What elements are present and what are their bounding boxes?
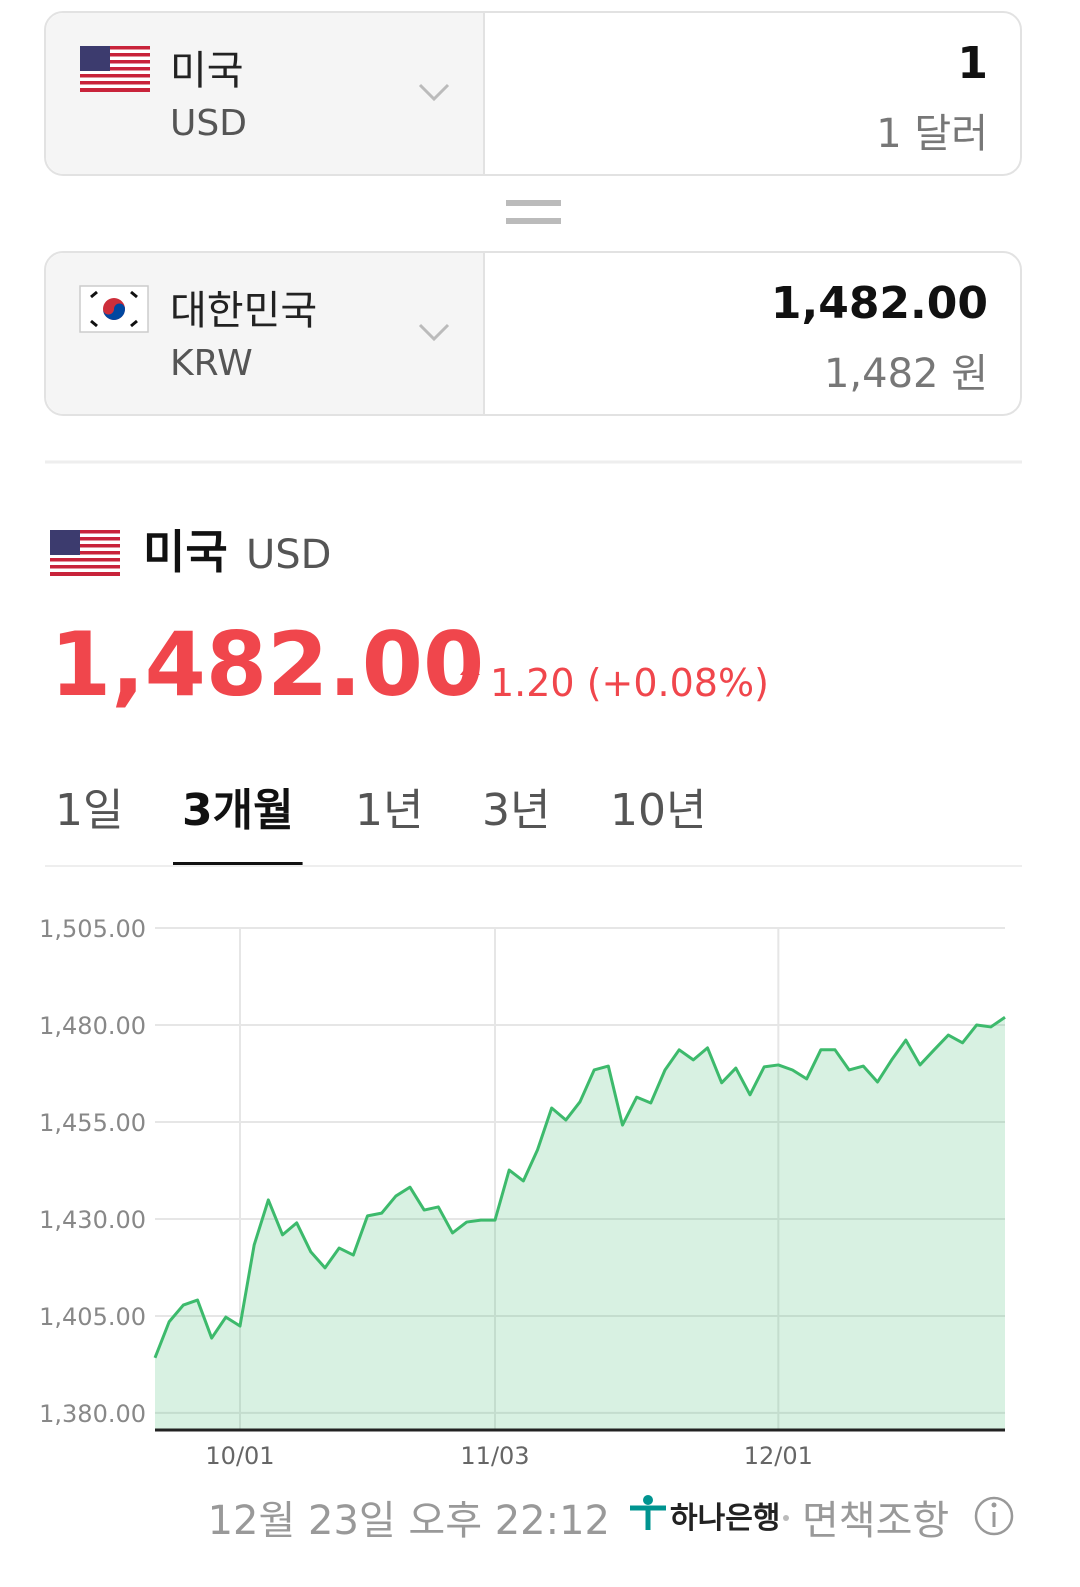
timestamp: 12월 23일 오후 22:12 (208, 1498, 610, 1544)
x-tick-label: 10/01 (205, 1442, 274, 1470)
equals-sign (506, 200, 561, 206)
active-tab-indicator (173, 862, 303, 866)
y-tick-label: 1,405.00 (39, 1303, 146, 1331)
currency-code: USD (170, 103, 247, 144)
x-tick-label: 12/01 (744, 1442, 813, 1470)
period-tab[interactable]: 10년 (610, 785, 706, 836)
rate-line (153, 1015, 1006, 1359)
equals-sign (506, 218, 561, 224)
country-name: 대한민국 (170, 288, 317, 334)
flag-us (80, 46, 150, 92)
period-tab[interactable]: 1일 (55, 785, 123, 836)
amount-text: 1,482 원 (824, 351, 988, 397)
period-tab[interactable]: 1년 (355, 785, 423, 836)
country-name: 미국 (170, 48, 244, 94)
currency-code: KRW (170, 343, 253, 384)
chart: 1,380.00 1,405.00 1,430.00 1,455.00 1,480.00… (39, 915, 1006, 1470)
dropdown-chevron[interactable] (418, 323, 450, 342)
area-fill (155, 1017, 1005, 1430)
summary-code: USD (246, 532, 331, 578)
separator-dot (783, 1515, 789, 1521)
y-tick-label: 1,380.00 (39, 1400, 146, 1428)
amount-text: 1 달러 (876, 111, 988, 157)
period-tab[interactable]: 3개월 (182, 785, 294, 836)
amount-input[interactable]: 1 (957, 38, 988, 89)
converter-from: 미국 USD 1 1 달러 (44, 11, 1022, 176)
summary-rate: 1,482.00 (50, 613, 484, 716)
amount-output[interactable]: 1,482.00 (771, 278, 988, 329)
converter-to: 대한민국 KRW 1,482.00 1,482 원 (44, 251, 1022, 416)
disclaimer-link[interactable]: 면책조항 (802, 1498, 949, 1544)
dropdown-chevron[interactable] (418, 83, 450, 102)
currency-select-bg[interactable] (46, 13, 484, 174)
flag-us (50, 530, 120, 576)
change-up-icon (460, 662, 480, 675)
bank-logo (630, 1495, 666, 1530)
period-tabs: 1일 3개월 1년 3년 10년 (55, 785, 706, 866)
y-tick-label: 1,480.00 (39, 1012, 146, 1040)
summary-country: 미국 (143, 525, 228, 579)
y-tick-label: 1,430.00 (39, 1206, 146, 1234)
summary-change: 1.20 (+0.08%) (490, 661, 769, 705)
flag-kr (79, 285, 149, 333)
x-tick-label: 11/03 (460, 1442, 529, 1470)
bank-name: 하나은행 (670, 1501, 780, 1536)
period-tab[interactable]: 3년 (482, 785, 550, 836)
info-icon[interactable] (974, 1496, 1014, 1536)
currency-select-bg[interactable] (46, 253, 484, 414)
y-tick-label: 1,505.00 (39, 915, 146, 943)
y-tick-label: 1,455.00 (39, 1109, 146, 1137)
